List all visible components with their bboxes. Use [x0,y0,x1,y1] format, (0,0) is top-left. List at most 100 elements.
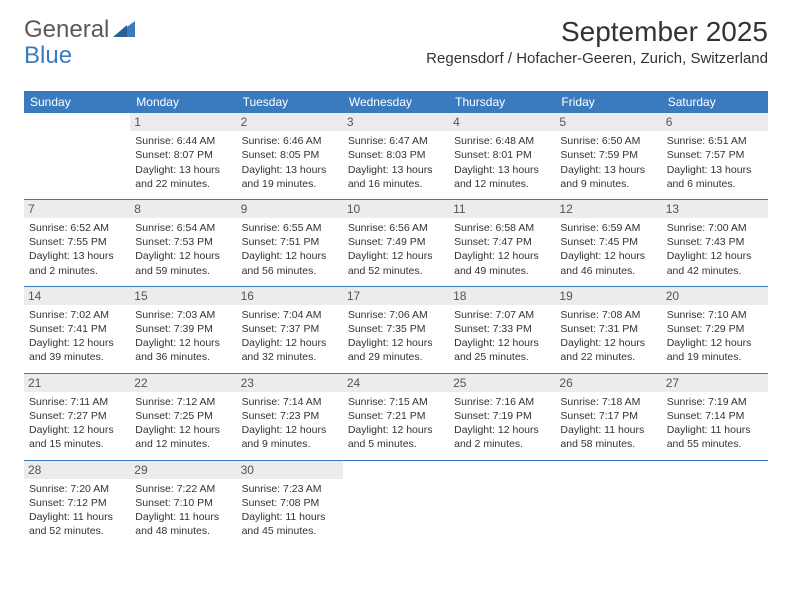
calendar-cell [343,460,449,546]
sunset-text: Sunset: 7:14 PM [667,409,763,423]
sunset-text: Sunset: 7:43 PM [667,235,763,249]
sunrise-text: Sunrise: 6:59 AM [560,221,656,235]
day1-text: Daylight: 12 hours [454,249,550,263]
calendar-cell [449,460,555,546]
sunrise-text: Sunrise: 7:11 AM [29,395,125,409]
sunset-text: Sunset: 7:51 PM [242,235,338,249]
sunrise-text: Sunrise: 6:46 AM [242,134,338,148]
calendar-cell: 30Sunrise: 7:23 AMSunset: 7:08 PMDayligh… [237,460,343,546]
day2-text: and 15 minutes. [29,437,125,451]
calendar-row: 21Sunrise: 7:11 AMSunset: 7:27 PMDayligh… [24,373,768,460]
calendar-cell: 2Sunrise: 6:46 AMSunset: 8:05 PMDaylight… [237,113,343,199]
day2-text: and 6 minutes. [667,177,763,191]
calendar-cell: 8Sunrise: 6:54 AMSunset: 7:53 PMDaylight… [130,199,236,286]
calendar-cell: 16Sunrise: 7:04 AMSunset: 7:37 PMDayligh… [237,286,343,373]
day1-text: Daylight: 11 hours [242,510,338,524]
logo-triangle-icon [113,19,135,42]
day2-text: and 58 minutes. [560,437,656,451]
day2-text: and 52 minutes. [348,264,444,278]
day1-text: Daylight: 11 hours [29,510,125,524]
calendar-cell: 23Sunrise: 7:14 AMSunset: 7:23 PMDayligh… [237,373,343,460]
day1-text: Daylight: 13 hours [135,163,231,177]
day1-text: Daylight: 11 hours [667,423,763,437]
sunset-text: Sunset: 7:31 PM [560,322,656,336]
calendar-row: 1Sunrise: 6:44 AMSunset: 8:07 PMDaylight… [24,113,768,199]
day-number: 10 [343,200,449,218]
day2-text: and 45 minutes. [242,524,338,538]
calendar-row: 14Sunrise: 7:02 AMSunset: 7:41 PMDayligh… [24,286,768,373]
calendar-cell: 18Sunrise: 7:07 AMSunset: 7:33 PMDayligh… [449,286,555,373]
day1-text: Daylight: 12 hours [29,423,125,437]
day-header: Saturday [662,91,768,113]
sunset-text: Sunset: 7:47 PM [454,235,550,249]
sunrise-text: Sunrise: 7:08 AM [560,308,656,322]
day2-text: and 5 minutes. [348,437,444,451]
day-number: 15 [130,287,236,305]
sunset-text: Sunset: 7:45 PM [560,235,656,249]
day-header: Thursday [449,91,555,113]
day-number: 24 [343,374,449,392]
day-number: 30 [237,461,343,479]
day-number: 23 [237,374,343,392]
day2-text: and 32 minutes. [242,350,338,364]
day2-text: and 36 minutes. [135,350,231,364]
day2-text: and 49 minutes. [454,264,550,278]
sunset-text: Sunset: 7:41 PM [29,322,125,336]
calendar-cell: 13Sunrise: 7:00 AMSunset: 7:43 PMDayligh… [662,199,768,286]
sunset-text: Sunset: 7:57 PM [667,148,763,162]
sunset-text: Sunset: 8:03 PM [348,148,444,162]
day2-text: and 2 minutes. [454,437,550,451]
day1-text: Daylight: 12 hours [454,423,550,437]
day2-text: and 22 minutes. [135,177,231,191]
day-number: 21 [24,374,130,392]
day1-text: Daylight: 12 hours [242,336,338,350]
day-number: 25 [449,374,555,392]
day-header: Wednesday [343,91,449,113]
calendar-cell: 26Sunrise: 7:18 AMSunset: 7:17 PMDayligh… [555,373,661,460]
sunset-text: Sunset: 7:59 PM [560,148,656,162]
day2-text: and 59 minutes. [135,264,231,278]
sunrise-text: Sunrise: 6:47 AM [348,134,444,148]
day1-text: Daylight: 12 hours [348,336,444,350]
sunrise-text: Sunrise: 7:03 AM [135,308,231,322]
sunrise-text: Sunrise: 7:18 AM [560,395,656,409]
day1-text: Daylight: 12 hours [135,336,231,350]
sunrise-text: Sunrise: 7:14 AM [242,395,338,409]
day-number: 13 [662,200,768,218]
day2-text: and 55 minutes. [667,437,763,451]
calendar-row: 7Sunrise: 6:52 AMSunset: 7:55 PMDaylight… [24,199,768,286]
calendar-cell: 11Sunrise: 6:58 AMSunset: 7:47 PMDayligh… [449,199,555,286]
day2-text: and 19 minutes. [242,177,338,191]
calendar-row: 28Sunrise: 7:20 AMSunset: 7:12 PMDayligh… [24,460,768,546]
calendar-table: Sunday Monday Tuesday Wednesday Thursday… [24,91,768,546]
sunset-text: Sunset: 8:01 PM [454,148,550,162]
day1-text: Daylight: 11 hours [135,510,231,524]
day1-text: Daylight: 11 hours [560,423,656,437]
day2-text: and 25 minutes. [454,350,550,364]
day2-text: and 2 minutes. [29,264,125,278]
sunrise-text: Sunrise: 7:00 AM [667,221,763,235]
day2-text: and 42 minutes. [667,264,763,278]
day2-text: and 16 minutes. [348,177,444,191]
sunset-text: Sunset: 7:55 PM [29,235,125,249]
day-number: 16 [237,287,343,305]
calendar-cell: 12Sunrise: 6:59 AMSunset: 7:45 PMDayligh… [555,199,661,286]
calendar-cell: 3Sunrise: 6:47 AMSunset: 8:03 PMDaylight… [343,113,449,199]
day-header: Friday [555,91,661,113]
sunrise-text: Sunrise: 7:20 AM [29,482,125,496]
calendar-header-row: Sunday Monday Tuesday Wednesday Thursday… [24,91,768,113]
sunset-text: Sunset: 7:39 PM [135,322,231,336]
sunrise-text: Sunrise: 6:51 AM [667,134,763,148]
calendar-cell: 25Sunrise: 7:16 AMSunset: 7:19 PMDayligh… [449,373,555,460]
calendar-cell: 28Sunrise: 7:20 AMSunset: 7:12 PMDayligh… [24,460,130,546]
sunrise-text: Sunrise: 7:06 AM [348,308,444,322]
sunrise-text: Sunrise: 7:10 AM [667,308,763,322]
day2-text: and 48 minutes. [135,524,231,538]
day-number: 29 [130,461,236,479]
day2-text: and 19 minutes. [667,350,763,364]
day1-text: Daylight: 13 hours [560,163,656,177]
header: General September 2025 Regensdorf / Hofa… [24,16,768,67]
day-number: 14 [24,287,130,305]
sunrise-text: Sunrise: 7:22 AM [135,482,231,496]
calendar-cell: 9Sunrise: 6:55 AMSunset: 7:51 PMDaylight… [237,199,343,286]
